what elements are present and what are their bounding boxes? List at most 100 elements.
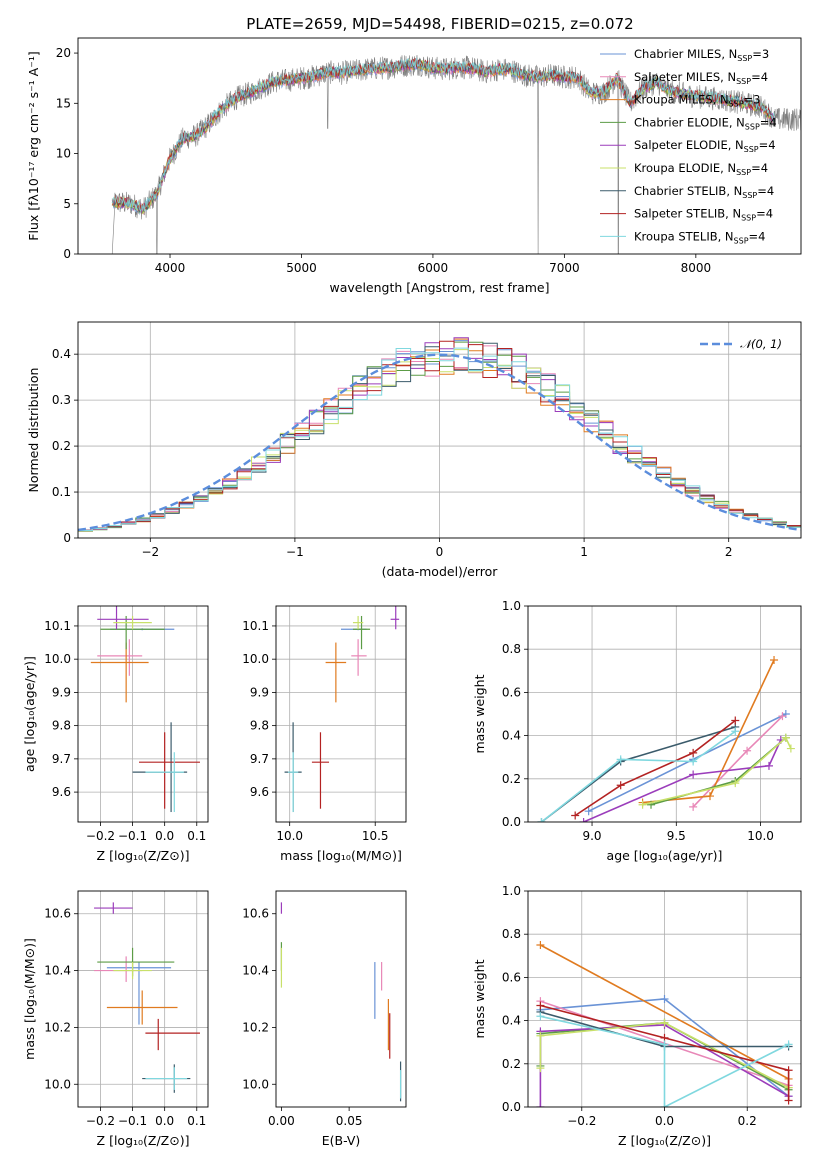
axes-frame [527, 890, 802, 1108]
x-tick-label: 0.1 [187, 829, 206, 843]
legend-entry: Salpeter MILES, NSSP=4 [634, 70, 768, 86]
errorbar-kroupa-miles [106, 990, 178, 1025]
x-tick-label: 2 [725, 545, 733, 559]
y-tick-label: 0.6 [502, 685, 521, 699]
axes-frame [77, 37, 802, 255]
y-axis-label: age [log₁₀(age/yr)] [22, 656, 37, 772]
y-tick-label: 10.2 [44, 1020, 71, 1034]
y-tick-label: 0 [63, 247, 71, 261]
x-tick-label: −0.1 [118, 1114, 147, 1128]
errorbar-salpeter-elodie [97, 606, 149, 630]
weight-marker [536, 941, 545, 949]
x-tick-label: 0.1 [187, 1114, 206, 1128]
y-tick-label: 0.4 [502, 1014, 521, 1028]
x-tick-label: 10.0 [747, 829, 774, 843]
y-tick-label: 10.4 [242, 964, 269, 978]
age-vs-Z-plot-area [78, 606, 208, 822]
y-tick-label: 10 [56, 147, 71, 161]
axes-frame [275, 890, 407, 1108]
weight-marker [706, 792, 714, 801]
y-tick-label: 0.2 [52, 439, 71, 453]
y-tick-label: 10.6 [242, 907, 269, 921]
x-axis-label: wavelength [Angstrom, rest frame] [329, 280, 549, 295]
weight-marker [778, 712, 787, 721]
weight-marker [536, 1031, 545, 1040]
x-axis-label: Z [log₁₀(Z/Z⊙)] [97, 848, 190, 863]
legend-entry: Kroupa STELIB, NSSP=4 [634, 229, 765, 245]
x-tick-label: −0.2 [86, 829, 115, 843]
y-tick-label: 10.1 [242, 619, 269, 633]
weights-vs-Z-plot-area [528, 891, 801, 1107]
weight-marker [689, 770, 698, 779]
y-tick-label: 9.7 [250, 752, 269, 766]
y-axis-label: Normed distribution [26, 368, 41, 493]
y-tick-label: 0.2 [502, 772, 521, 786]
x-tick-label: 5000 [286, 261, 317, 275]
x-tick-label: 9.0 [582, 829, 601, 843]
errorbar-kroupa-elodie [113, 615, 152, 630]
y-tick-label: 9.9 [52, 685, 71, 699]
weight-marker [743, 746, 752, 755]
x-tick-label: 0.0 [155, 829, 174, 843]
y-tick-label: 0.3 [52, 393, 71, 407]
errorbar-salpeter-stelib [138, 732, 200, 809]
weight-marker [584, 807, 593, 816]
y-tick-label: 9.8 [250, 719, 269, 733]
axes-frame [77, 321, 802, 539]
x-axis-label: mass [log₁₀(M/M⊙)] [280, 848, 402, 863]
errorbar-chabrier-miles [106, 962, 172, 1025]
weights-vs-age-plot-area [528, 606, 801, 822]
y-axis-label: mass weight [472, 674, 487, 753]
weight-line-salpeter-stelib [571, 716, 740, 820]
weight-marker [781, 733, 790, 742]
age-vs-Z-panel: −0.2 −0.1 0.0 0.1 9.6 9.7 9.8 9.9 10.0 10.1 Z [log… [22, 605, 209, 863]
y-tick-label: 5 [63, 197, 71, 211]
y-tick-label: 0.0 [502, 815, 521, 829]
x-tick-label: −0.1 [118, 829, 147, 843]
x-tick-label: 10.5 [362, 829, 389, 843]
legend-entry: 𝒩(0, 1) [740, 337, 782, 351]
legend-entry: Chabrier MILES, NSSP=3 [634, 47, 769, 63]
y-tick-label: 10.1 [44, 619, 71, 633]
weight-marker [638, 800, 647, 809]
x-tick-label: −0.2 [86, 1114, 115, 1128]
x-tick-label: 7000 [549, 261, 580, 275]
weight-marker [536, 1012, 545, 1021]
weight-marker [660, 995, 669, 1003]
errorbar-salpeter-miles [97, 639, 143, 676]
axes-frame [77, 605, 209, 823]
y-tick-label: 10.0 [44, 1077, 71, 1091]
age-vs-mass-panel: 10.0 10.5 9.6 9.7 9.8 9.9 10.0 10.1 mass [log₁₀(… [242, 605, 407, 863]
weight-marker [536, 1001, 545, 1010]
y-tick-label: 0.1 [52, 485, 71, 499]
y-tick-label: 10.6 [44, 907, 71, 921]
y-tick-label: 10.0 [242, 1077, 269, 1091]
x-tick-label: 6000 [418, 261, 449, 275]
weights-vs-Z-panel: −0.2 0.0 0.2 0.0 0.2 0.4 0.6 0.8 1.0 Z [log₁₀(Z/Z… [472, 884, 802, 1148]
weight-marker [616, 781, 625, 790]
x-tick-label: 0.0 [155, 1114, 174, 1128]
age-vs-mass-plot-area [276, 606, 406, 822]
weight-line-kroupa-stelib [537, 727, 740, 822]
y-tick-label: 9.7 [52, 752, 71, 766]
weight-marker [731, 727, 740, 736]
errorbar-salpeter-miles [351, 639, 367, 676]
weight-marker [536, 1064, 545, 1073]
weight-marker [689, 757, 698, 766]
y-tick-label: 10.0 [242, 652, 269, 666]
errorbar-kroupa-elodie [352, 615, 364, 630]
y-tick-label: 15 [56, 96, 71, 110]
axes-frame [275, 605, 407, 823]
figure-title: PLATE=2659, MJD=54498, FIBERID=0215, z=0… [246, 15, 633, 33]
weight-marker [784, 1096, 793, 1105]
mass-vs-ebv-panel: 0.00 0.05 10.0 10.2 10.4 10.6 E(B-V) [242, 890, 407, 1148]
y-tick-label: 0.0 [502, 1100, 521, 1114]
mass-vs-Z-plot-area [78, 891, 208, 1107]
residual-histogram-kroupa-stelib [78, 347, 801, 538]
weight-marker [689, 802, 698, 811]
legend-entry: Salpeter STELIB, NSSP=4 [634, 207, 773, 223]
mass-vs-Z-panel: −0.2 −0.1 0.0 0.1 10.0 10.2 10.4 10.6 Z [log₁₀(Z… [22, 890, 209, 1148]
y-tick-label: 0.4 [52, 347, 71, 361]
y-tick-label: 1.0 [502, 599, 521, 613]
